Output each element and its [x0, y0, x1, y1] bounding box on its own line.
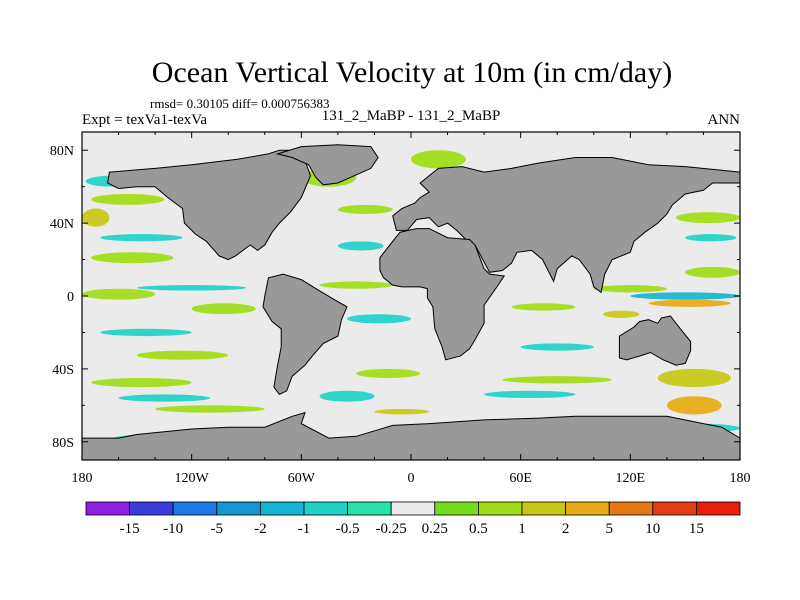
- chart-title: Ocean Vertical Velocity at 10m (in cm/da…: [152, 56, 672, 89]
- center-label: 131_2_MaBP - 131_2_MaBP: [322, 108, 501, 124]
- colorbar-swatch-9: [477, 501, 523, 516]
- anomaly-band-21: [502, 376, 613, 384]
- colorbar-swatch-11: [565, 501, 610, 516]
- x-tick-label-5: 120E: [616, 471, 646, 486]
- anomaly-band-26: [685, 266, 740, 278]
- anomaly-band-4: [100, 234, 183, 242]
- land-africa: [379, 228, 506, 361]
- anomaly-band-3: [91, 252, 174, 264]
- anomaly-band-12: [319, 281, 393, 289]
- colorbar-label-4: -1: [298, 521, 311, 537]
- colorbar-label-11: 5: [605, 521, 613, 537]
- stats-line: rmsd= 0.30105 diff= 0.000756383: [150, 96, 329, 111]
- colorbar-swatch-14: [696, 501, 741, 516]
- anomaly-band-25: [648, 299, 731, 307]
- colorbar: -15 -10 -5 -2 -1 -0.5 -0.25 0.25 0.5 1 2 5 10 15: [85, 501, 741, 537]
- colorbar-swatch-5: [303, 501, 348, 516]
- anomaly-band-8: [136, 350, 229, 360]
- colorbar-label-2: -5: [211, 521, 224, 537]
- colorbar-label-3: -2: [254, 521, 267, 537]
- map-plot-area: [81, 131, 741, 461]
- anomaly-band-29: [657, 368, 731, 388]
- right-label: ANN: [708, 112, 741, 128]
- anomaly-band-9: [91, 378, 192, 388]
- left-label: Expt = texVa1-texVa: [82, 112, 207, 128]
- x-tick-label-0: 180: [72, 471, 93, 486]
- colorbar-swatch-0: [85, 501, 130, 516]
- colorbar-label-12: 10: [645, 521, 660, 537]
- colorbar-label-10: 2: [562, 521, 570, 537]
- colorbar-swatch-4: [259, 501, 305, 516]
- x-tick-label-4: 60E: [509, 471, 532, 486]
- anomaly-band-2: [191, 303, 256, 315]
- x-tick-label-1: 120W: [175, 471, 210, 486]
- colorbar-label-6: -0.25: [376, 521, 407, 537]
- colorbar-label-0: -15: [120, 521, 140, 537]
- anomaly-band-27: [676, 212, 740, 224]
- colorbar-swatch-10: [521, 501, 566, 516]
- anomaly-band-38: [602, 310, 640, 318]
- y-tick-label-4: 80S: [52, 436, 74, 451]
- x-tick-label-6: 180: [730, 471, 751, 486]
- anomaly-band-37: [82, 208, 110, 227]
- anomaly-band-30: [666, 396, 722, 415]
- y-tick-label-2: 0: [67, 290, 74, 305]
- anomaly-band-23: [593, 285, 667, 293]
- anomaly-band-36: [411, 150, 466, 169]
- anomaly-band-7: [100, 328, 192, 337]
- colorbar-swatch-3: [216, 501, 261, 516]
- colorbar-swatch-6: [347, 501, 392, 516]
- anomaly-band-24: [630, 292, 740, 300]
- anomaly-band-22: [484, 390, 576, 399]
- colorbar-label-9: 1: [518, 521, 526, 537]
- land-masses: [82, 144, 740, 460]
- anomaly-band-14: [337, 204, 393, 214]
- anomaly-band-19: [511, 303, 576, 311]
- colorbar-swatch-7: [390, 501, 436, 516]
- anomaly-band-1: [136, 285, 247, 291]
- y-tick-label-3: 40S: [52, 363, 74, 378]
- anomaly-band-5: [91, 193, 165, 205]
- colorbar-swatch-13: [652, 501, 697, 516]
- y-tick-label-0: 80N: [50, 144, 74, 159]
- colorbar-swatch-8: [434, 501, 479, 516]
- anomaly-band-11: [155, 405, 265, 413]
- land-australia: [618, 315, 692, 366]
- y-tick-label-1: 40N: [50, 217, 74, 232]
- anomaly-band-13: [337, 241, 384, 251]
- anomaly-band-17: [319, 390, 375, 402]
- anomaly-band-16: [356, 368, 421, 379]
- y-axis-ticks: 80N 40N 0 40S 80S: [50, 144, 740, 451]
- land-eurasia: [392, 157, 740, 294]
- anomaly-band-18: [374, 408, 430, 415]
- land-greenland: [275, 144, 379, 186]
- x-tick-label-2: 60W: [288, 471, 316, 486]
- x-tick-label-3: 0: [408, 471, 415, 486]
- colorbar-swatch-2: [172, 501, 218, 516]
- land-north-america: [107, 149, 312, 261]
- colorbar-label-8: 0.5: [469, 521, 488, 537]
- colorbar-swatch-1: [129, 501, 174, 516]
- land-south-america: [262, 273, 348, 396]
- anomaly-band-0: [82, 288, 156, 300]
- colorbar-label-5: -0.5: [336, 521, 360, 537]
- anomaly-band-20: [520, 343, 594, 351]
- x-axis-ticks: 180 120W 60W 0 60E 120E 180: [72, 132, 751, 486]
- anomaly-band-28: [685, 234, 737, 242]
- land-antarctica: [82, 411, 740, 460]
- colorbar-label-7: 0.25: [422, 521, 448, 537]
- colorbar-label-13: 15: [689, 521, 704, 537]
- anomaly-band-10: [118, 394, 210, 402]
- colorbar-swatch-12: [608, 501, 654, 516]
- anomaly-band-15: [347, 314, 411, 324]
- colorbar-label-1: -10: [163, 521, 183, 537]
